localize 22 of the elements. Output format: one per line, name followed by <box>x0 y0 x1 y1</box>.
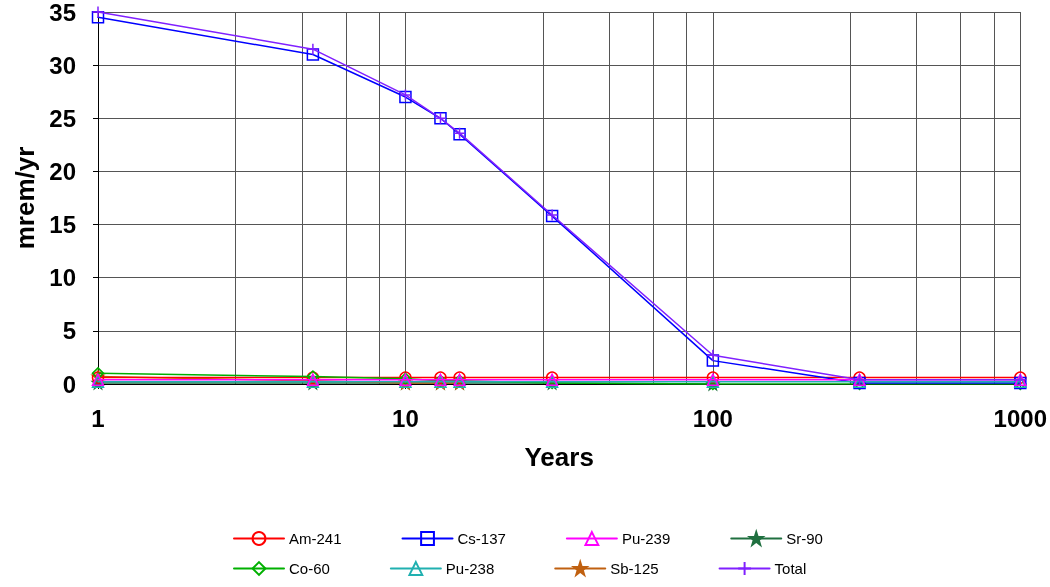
y-tick-label: 35 <box>49 0 76 26</box>
y-tick-label: 10 <box>49 264 76 292</box>
legend-label: Cs-137 <box>457 530 506 547</box>
legend-label: Am-241 <box>289 530 342 547</box>
legend-label: Sb-125 <box>610 560 659 577</box>
legend-label: Pu-239 <box>621 530 671 547</box>
x-tick-label: 1000 <box>993 404 1047 432</box>
y-tick-label: 25 <box>49 104 76 132</box>
legend-label: Co-60 <box>289 560 330 577</box>
y-tick-label: 30 <box>49 51 76 79</box>
y-tick-label: 15 <box>49 211 76 239</box>
y-tick-label: 0 <box>62 370 76 398</box>
y-axis-title: mrem/yr <box>10 146 41 250</box>
legend-label: Total <box>774 560 807 577</box>
x-tick-label: 10 <box>392 404 419 432</box>
x-axis-title: Years <box>524 442 594 472</box>
x-tick-label: 1 <box>91 404 105 432</box>
legend-label: Pu-238 <box>445 560 495 577</box>
y-tick-label: 20 <box>49 157 76 185</box>
legend-label: Sr-90 <box>786 530 823 547</box>
y-tick-label: 5 <box>62 317 76 345</box>
x-tick-label: 100 <box>692 404 733 432</box>
